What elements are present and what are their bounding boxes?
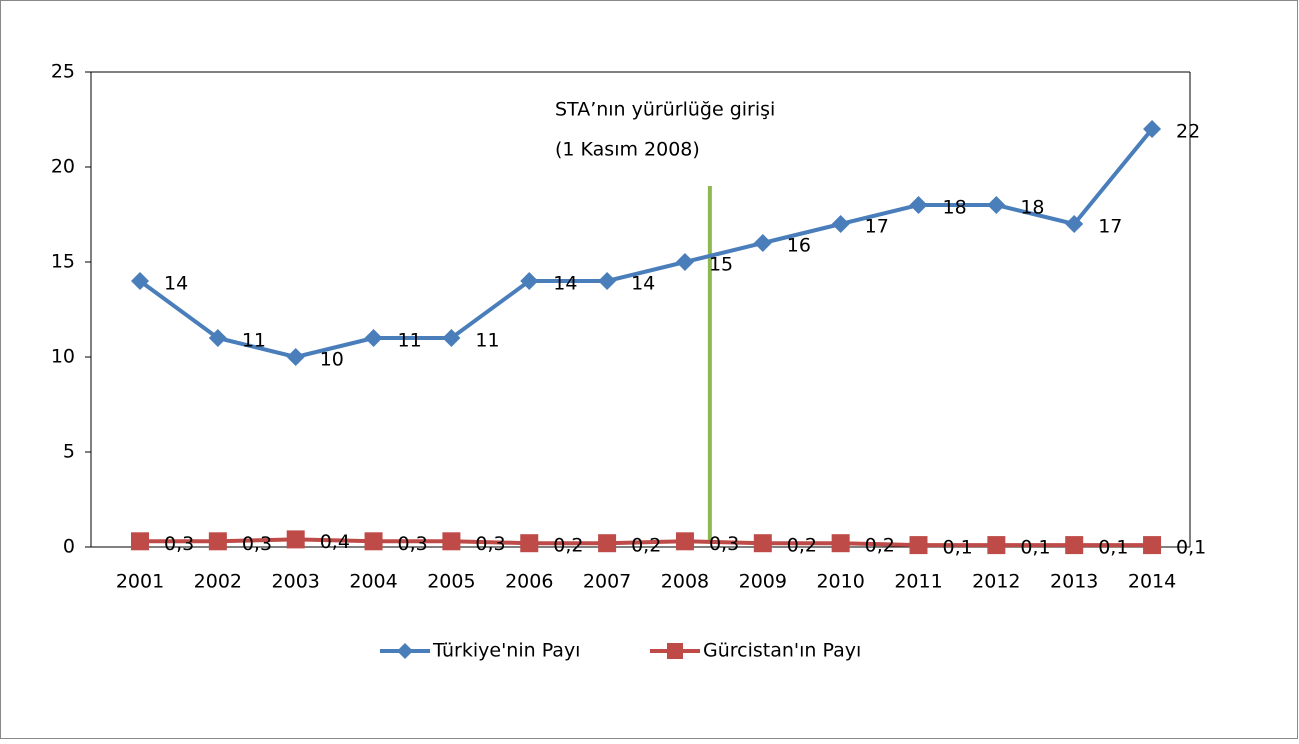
marker xyxy=(909,536,928,555)
marker xyxy=(753,534,772,553)
data-label: 0,2 xyxy=(787,535,817,557)
x-tick-label: 2001 xyxy=(116,571,164,593)
x-tick-label: 2003 xyxy=(272,571,320,593)
x-tick-label: 2010 xyxy=(816,571,864,593)
marker xyxy=(286,348,305,366)
x-tick-label: 2011 xyxy=(894,571,942,593)
marker xyxy=(364,329,383,347)
marker xyxy=(208,532,227,551)
data-label: 0,1 xyxy=(1098,537,1128,559)
x-tick-label: 2012 xyxy=(972,571,1020,593)
data-label: 10 xyxy=(320,349,344,371)
x-tick-label: 2002 xyxy=(194,571,242,593)
y-tick-label: 20 xyxy=(51,156,75,178)
marker xyxy=(831,534,850,553)
legend-label: Gürcistan'ın Payı xyxy=(703,640,861,662)
marker xyxy=(208,329,227,347)
marker xyxy=(987,196,1006,214)
y-tick-label: 10 xyxy=(51,346,75,368)
data-label: 0,4 xyxy=(320,531,350,553)
data-label: 0,3 xyxy=(709,533,739,555)
x-tick-label: 2009 xyxy=(739,571,787,593)
data-label: 15 xyxy=(709,254,733,276)
marker xyxy=(598,272,617,290)
data-label: 18 xyxy=(1020,197,1044,219)
data-label: 18 xyxy=(943,197,967,219)
marker xyxy=(520,272,539,290)
series-line xyxy=(138,127,1154,359)
marker xyxy=(131,532,149,551)
data-label: 0,1 xyxy=(943,537,973,559)
data-label: 17 xyxy=(1098,216,1122,238)
data-label: 11 xyxy=(475,330,499,352)
annotation: STA’nın yürürlüğe girişi xyxy=(555,99,775,121)
marker xyxy=(987,536,1006,555)
marker xyxy=(1065,215,1084,233)
data-label: 17 xyxy=(865,216,889,238)
x-tick-label: 2014 xyxy=(1128,571,1176,593)
x-tick-label: 2005 xyxy=(427,571,475,593)
marker xyxy=(397,643,413,659)
data-label: 0,1 xyxy=(1176,537,1206,559)
data-label: 11 xyxy=(398,330,422,352)
data-label: 0,3 xyxy=(242,533,272,555)
data-label: 0,3 xyxy=(398,533,428,555)
x-tick-label: 2013 xyxy=(1050,571,1098,593)
marker xyxy=(1065,536,1084,555)
data-label: 0,2 xyxy=(553,535,583,557)
data-label: 14 xyxy=(164,273,188,295)
marker xyxy=(520,534,539,553)
marker xyxy=(364,532,383,551)
x-tick-label: 2007 xyxy=(583,571,631,593)
marker xyxy=(1143,120,1162,138)
marker xyxy=(909,196,928,214)
data-label: 0,3 xyxy=(475,533,505,555)
data-label: 0,1 xyxy=(1020,537,1050,559)
annotation: (1 Kasım 2008) xyxy=(555,139,700,161)
data-label: 11 xyxy=(242,330,266,352)
y-tick-label: 15 xyxy=(51,251,75,273)
x-tick-label: 2006 xyxy=(505,571,553,593)
data-label: 14 xyxy=(553,273,577,295)
legend-label: Türkiye'nin Payı xyxy=(432,640,580,662)
marker xyxy=(442,329,461,347)
marker xyxy=(131,272,149,290)
data-label: 22 xyxy=(1176,121,1200,143)
series-line xyxy=(140,537,1153,548)
marker xyxy=(598,534,617,553)
y-tick-label: 5 xyxy=(63,441,75,463)
marker xyxy=(831,215,850,233)
marker xyxy=(675,253,694,271)
marker xyxy=(667,643,683,659)
data-label: 14 xyxy=(631,273,655,295)
x-tick-label: 2004 xyxy=(349,571,397,593)
y-tick-label: 25 xyxy=(51,61,75,83)
marker xyxy=(286,530,305,549)
marker xyxy=(753,234,772,252)
marker xyxy=(675,532,694,551)
data-label: 0,2 xyxy=(631,535,661,557)
x-tick-label: 2008 xyxy=(661,571,709,593)
marker xyxy=(442,532,461,551)
data-label: 0,3 xyxy=(164,533,194,555)
y-tick-label: 0 xyxy=(63,536,75,558)
data-label: 16 xyxy=(787,235,811,257)
data-label: 0,2 xyxy=(865,535,895,557)
marker xyxy=(1143,536,1162,555)
